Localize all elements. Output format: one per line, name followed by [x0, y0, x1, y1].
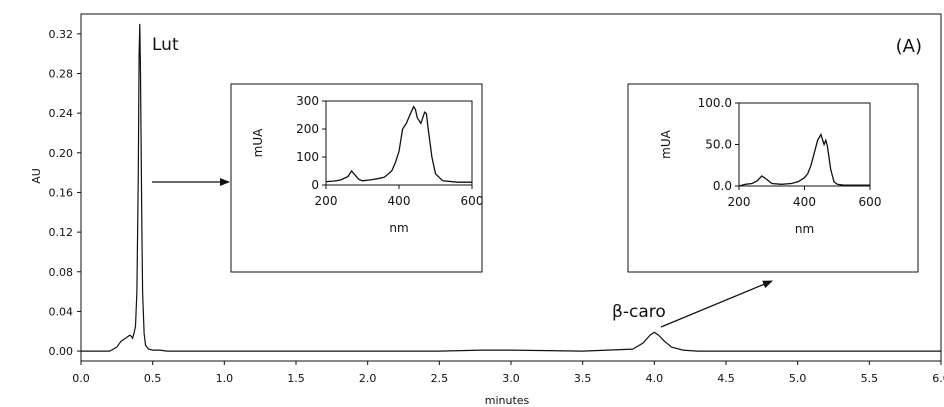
x-tick-label: 0.5: [144, 372, 162, 385]
y-tick-label: 0.08: [49, 266, 74, 279]
y-tick-label: 0.32: [49, 28, 74, 41]
inset-x-tick-label: 400: [793, 195, 816, 209]
y-tick-label: 0.24: [49, 107, 74, 120]
y-tick-label: 0.16: [49, 186, 74, 199]
x-tick-label: 2.5: [431, 372, 449, 385]
x-tick-label: 4.5: [717, 372, 735, 385]
x-tick-label: 6.0: [932, 372, 944, 385]
inset-y-axis-title: mUA: [251, 128, 265, 157]
inset-lut-spectrum: 200 400 600 0 100 200 300 nm mUA: [230, 83, 484, 273]
inset-y-tick-label: 300: [296, 94, 319, 108]
inset-y-tick-label: 0: [311, 178, 319, 192]
x-tick-label: 1.0: [216, 372, 234, 385]
inset-y-tick-label: 100: [296, 150, 319, 164]
inset-x-tick-label: 200: [315, 194, 338, 208]
x-tick-label: 4.0: [646, 372, 664, 385]
peak-label-lut: Lut: [152, 35, 179, 55]
panel-label: (A): [896, 36, 922, 57]
main-axes: 0.0 0.5 1.0 1.5 2.0 2.5 3.0 3.5 4.0 4.5 5.0 5.5 6.0 0…: [49, 13, 944, 385]
x-tick-label: 5.0: [789, 372, 807, 385]
y-axis-title: AU: [30, 168, 43, 184]
x-tick-label: 0.0: [72, 372, 90, 385]
inset-y-tick-label: 200: [296, 122, 319, 136]
x-tick-label: 3.0: [502, 372, 520, 385]
x-tick-label: 2.0: [359, 372, 377, 385]
spectrum-insets: 200 400 600 0 100 200 300 nm mUA 200 400 600 0.0 50.0…: [230, 83, 919, 273]
inset-x-tick-label: 600: [859, 195, 882, 209]
inset-x-tick-label: 200: [728, 195, 751, 209]
inset-y-tick-label: 50.0: [705, 138, 732, 152]
inset-x-axis-title: nm: [795, 222, 814, 236]
main-plot-area: [81, 23, 941, 352]
x-tick-label: 3.5: [574, 372, 592, 385]
chromatogram-line: [81, 23, 941, 352]
inset-frame: [230, 83, 483, 273]
inset-x-tick-label: 400: [388, 194, 411, 208]
inset-y-axis-title: mUA: [659, 129, 673, 158]
x-tick-label: 5.5: [861, 372, 879, 385]
inset-x-axis-title: nm: [389, 221, 408, 235]
inset-caro-spectrum: 200 400 600 0.0 50.0 100.0 nm mUA: [627, 83, 919, 273]
inset-y-tick-label: 100.0: [698, 96, 732, 110]
y-tick-label: 0.00: [49, 345, 74, 358]
peak-label-beta-carotene: β-caro: [612, 302, 666, 322]
inset-spectrum-line: [325, 105, 472, 183]
inset-x-tick-label: 600: [461, 194, 484, 208]
inset-spectrum-line: [738, 132, 870, 187]
y-tick-label: 0.12: [49, 226, 74, 239]
x-tick-label: 1.5: [287, 372, 305, 385]
y-tick-label: 0.28: [49, 67, 74, 80]
inset-y-tick-label: 0.0: [713, 179, 732, 193]
x-axis-title: minutes: [485, 394, 530, 407]
y-tick-label: 0.20: [49, 147, 74, 160]
annotation-arrows: [152, 178, 773, 328]
beta-caro-arrow: [660, 280, 773, 328]
y-tick-label: 0.04: [49, 305, 74, 318]
inset-frame: [627, 83, 919, 273]
